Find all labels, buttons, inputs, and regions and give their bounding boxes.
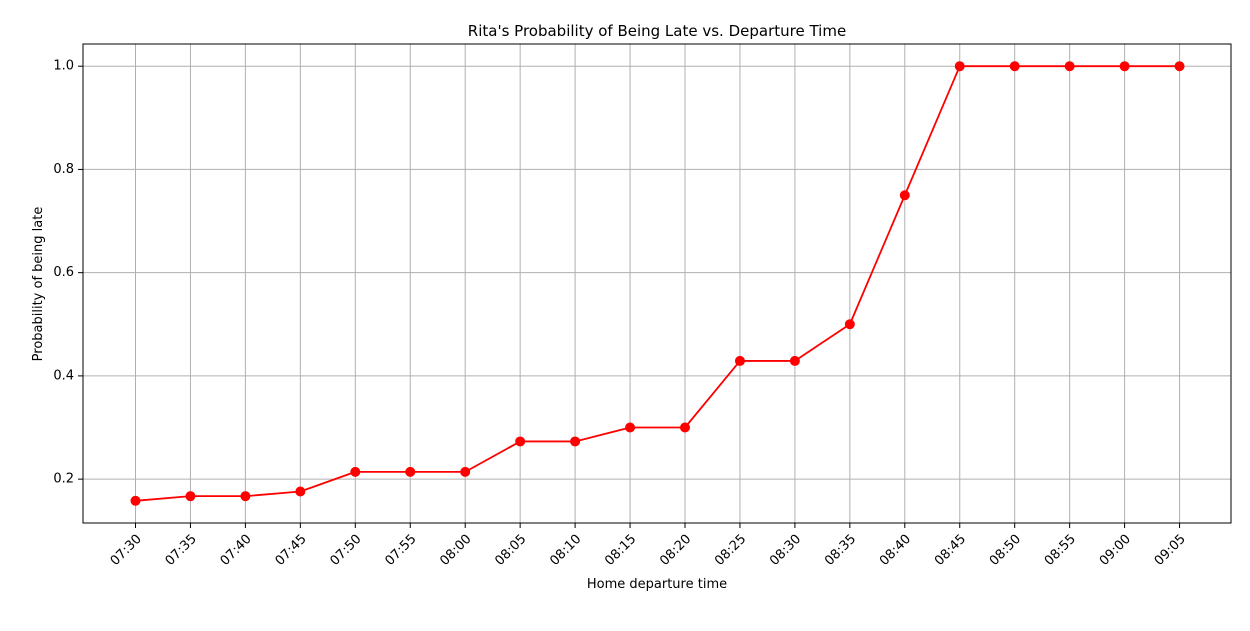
grid (83, 44, 1231, 523)
data-point (954, 61, 965, 72)
chart-title: Rita's Probability of Being Late vs. Dep… (468, 22, 846, 40)
data-point (844, 319, 855, 330)
series-layer (130, 61, 1185, 506)
data-point (240, 491, 251, 502)
data-point (350, 466, 361, 477)
data-point (515, 436, 526, 447)
y-axis-label: Probability of being late (31, 207, 46, 362)
data-point (405, 466, 416, 477)
data-point (789, 355, 800, 366)
data-point (680, 422, 690, 433)
y-tick-label: 0.6 (53, 265, 74, 280)
data-point (295, 486, 306, 497)
data-point (1119, 61, 1130, 72)
data-point (570, 436, 581, 447)
plot-frame (82, 43, 1232, 524)
data-point (460, 466, 471, 477)
data-point (1064, 61, 1075, 72)
y-tick-label: 1.0 (53, 59, 74, 74)
data-point (734, 355, 745, 366)
data-point (1009, 61, 1020, 72)
series-line (135, 65, 1180, 502)
data-point (899, 190, 910, 201)
x-axis-label: Home departure time (587, 577, 727, 592)
data-point (625, 422, 636, 433)
data-point (1174, 61, 1185, 72)
y-tick-label: 0.8 (53, 162, 74, 177)
y-tick-label: 0.2 (53, 472, 74, 487)
data-point (185, 491, 196, 502)
data-point (130, 495, 141, 506)
y-tick-label: 0.4 (53, 368, 74, 383)
